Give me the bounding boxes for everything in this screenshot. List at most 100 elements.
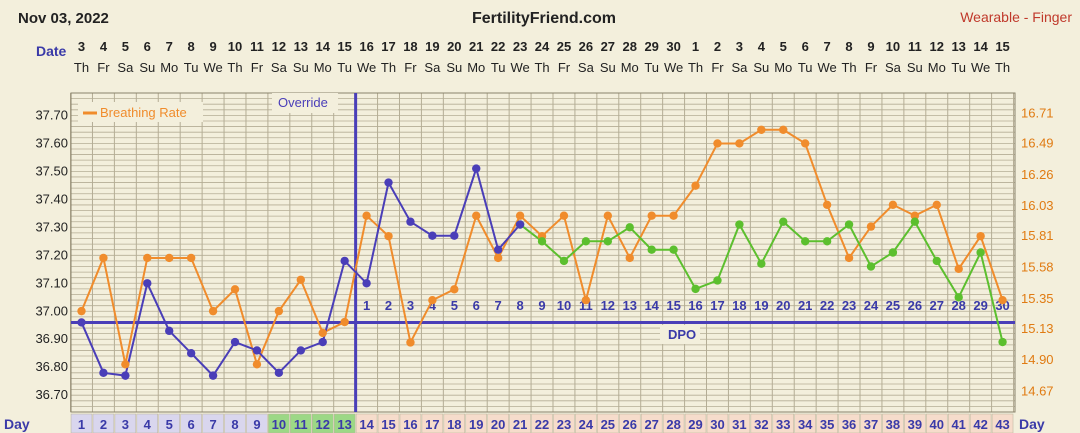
date-tick-label: 26 [579, 39, 593, 54]
breathing-rate-point [186, 253, 196, 263]
temperature-point [252, 346, 262, 355]
breathing-rate-point [208, 306, 218, 316]
temperature-point [318, 337, 327, 347]
dpo-tick-label: 22 [820, 298, 834, 313]
dpo-tick-label: 25 [886, 298, 900, 313]
right-y-axis: 16.71 16.49 16.26 16.03 15.81 15.58 15.35 15.13… [1021, 105, 1054, 398]
date-tick-label: 11 [908, 39, 922, 54]
dpo-tick-label: 12 [601, 298, 615, 313]
y-tick-label: 37.00 [35, 303, 68, 318]
temperature-wearable-point [800, 237, 810, 246]
dpo-tick-label: 9 [538, 298, 545, 313]
override-label: Override [278, 95, 328, 110]
day-tick-label: 42 [973, 417, 987, 432]
day-tick-label: 41 [951, 417, 965, 432]
temperature-wearable-point [910, 217, 920, 226]
day-cell [926, 413, 948, 433]
y-tick-label: 37.60 [35, 135, 68, 150]
dpo-tick-label: 18 [732, 298, 746, 313]
day-cell [224, 413, 246, 433]
dpo-tick-label: 19 [754, 298, 768, 313]
weekday-tick-label: Mo [928, 60, 946, 75]
dpo-tick-label: 1 [363, 298, 370, 313]
day-cell [947, 413, 970, 433]
day-tick-label: 29 [688, 417, 702, 432]
breathing-rate-point [691, 181, 700, 190]
day-tick-label: 26 [623, 417, 637, 432]
day-tick-label: 16 [403, 417, 417, 432]
date-tick-label: 18 [403, 39, 417, 54]
y-tick-label: 36.90 [35, 331, 68, 346]
day-row: 1 2 3 4 5 6 7 8 9 10 11 12 13 14 15 16 17 18 19 20 21 22 23 24 2… [70, 413, 1014, 433]
dpo-tick-label: 3 [407, 298, 414, 313]
temperature-point [428, 231, 437, 240]
weekday-tick-label: We [664, 60, 683, 75]
day-cell [597, 413, 619, 433]
temperature-point [186, 349, 196, 358]
y-tick-label: 37.40 [35, 191, 68, 206]
header-site-title: FertilityFriend.com [472, 10, 616, 27]
temperature-wearable-point [932, 256, 941, 266]
day-tick-label: 27 [644, 417, 658, 432]
date-tick-label: 3 [736, 39, 743, 54]
day-cell [816, 413, 838, 433]
day-cell [333, 413, 356, 433]
day-tick-label: 19 [469, 417, 483, 432]
weekday-tick-label: Th [381, 60, 396, 75]
weekday-tick-label: We [817, 60, 836, 75]
day-tick-label: 23 [557, 417, 571, 432]
breathing-rate-point [274, 306, 284, 316]
breathing-rate-point [954, 264, 963, 274]
day-cell [399, 413, 422, 433]
breathing-rate-point [340, 317, 349, 327]
day-tick-label: 8 [231, 417, 238, 432]
day-tick-label: 38 [886, 417, 900, 432]
breathing-rate-point [625, 253, 634, 263]
dpo-tick-label: 23 [842, 298, 856, 313]
dpo-tick-label: 13 [623, 298, 637, 313]
day-tick-label: 33 [776, 417, 790, 432]
weekday-tick-label: Mo [467, 60, 485, 75]
dpo-tick-label: 29 [973, 298, 987, 313]
dpo-tick-label: 20 [776, 298, 790, 313]
date-tick-label: 8 [845, 39, 852, 54]
breathing-rate-point [406, 338, 415, 347]
breathing-rate-point [779, 125, 788, 135]
dpo-tick-label: 15 [666, 298, 680, 313]
plot-border [70, 92, 1016, 413]
weekday-tick-label: Su [293, 60, 309, 75]
temperature-point [230, 337, 240, 347]
y2-tick-label: 15.58 [1021, 259, 1054, 274]
weekday-tick-label: Th [995, 60, 1010, 75]
weekday-tick-label: Tu [798, 60, 813, 75]
weekday-tick-label: Tu [491, 60, 506, 75]
day-cell [706, 413, 729, 433]
day-tick-label: 17 [425, 417, 439, 432]
day-tick-label: 39 [908, 417, 922, 432]
y-tick-label: 36.70 [35, 387, 68, 402]
breathing-rate-point [143, 253, 152, 263]
breathing-rate-point [713, 139, 722, 148]
breathing-rate-point [99, 253, 108, 263]
date-tick-label: 14 [973, 39, 988, 54]
temperature-wearable-point [844, 220, 854, 229]
breathing-rate-point [998, 296, 1007, 305]
day-tick-label: 7 [209, 417, 216, 432]
day-row-label-right: Day [1019, 416, 1045, 432]
day-tick-label: 15 [381, 417, 395, 432]
temperature-point [340, 256, 349, 266]
temperature-point [121, 371, 130, 380]
y-tick-label: 36.80 [35, 359, 68, 374]
temperature-point [362, 279, 371, 288]
day-tick-label: 9 [253, 417, 260, 432]
dpo-tick-label: 24 [864, 298, 879, 313]
day-tick-label: 4 [144, 417, 152, 432]
breathing-rate-point [669, 211, 678, 220]
day-cell [991, 413, 1014, 433]
override-label-background [272, 93, 338, 113]
day-cell [136, 413, 159, 433]
weekday-tick-label: Th [74, 60, 89, 75]
dpo-tick-label: 5 [451, 298, 458, 313]
date-tick-label: 6 [144, 39, 151, 54]
temperature-point [274, 368, 284, 378]
